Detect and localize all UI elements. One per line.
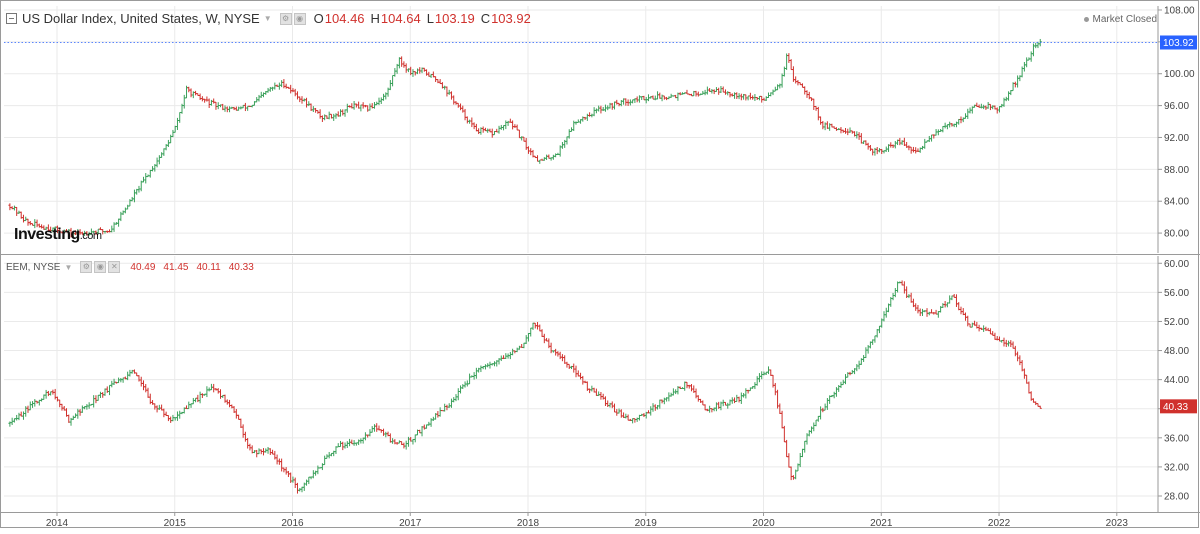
investing-logo: Investing.com [14,226,102,244]
chevron-down-icon[interactable]: ▼ [64,262,73,272]
x-tick-label: 2016 [281,518,304,529]
close-icon[interactable]: ✕ [108,261,121,273]
market-status: Market Closed [1083,14,1157,25]
high-value: 104.64 [380,11,421,26]
eem-header: EEM, NYSE ▼ ⚙ ◉ ✕ 40.49 41.45 40.11 40.3… [6,261,254,273]
dxy-price-tag [1160,35,1197,50]
dxy-bars [8,38,1042,238]
low-label: L [426,11,434,26]
x-tick-label: 2015 [164,518,187,529]
eem-bars [8,280,1042,494]
x-tick-label: 2020 [752,518,775,529]
visibility-icon[interactable]: ◉ [293,12,306,25]
eem-y-tick-label: 56.00 [1164,288,1189,299]
eem-y-tick-label: 52.00 [1164,317,1189,328]
dxy-price-tag-label: 103.92 [1163,38,1194,49]
visibility-icon[interactable]: ◉ [94,261,107,273]
dxy-header: US Dollar Index, United States, W, NYSE … [6,11,531,26]
settings-icon[interactable]: ⚙ [279,12,292,25]
close-value: 103.92 [491,11,531,26]
open-label: O [313,11,324,26]
eem-high-value: 41.45 [163,261,189,273]
logo-brand: Investing [14,226,80,243]
eem-y-tick-label: 32.00 [1164,462,1189,473]
market-status-text: Market Closed [1092,14,1157,25]
open-value: 104.46 [324,11,365,26]
eem-y-tick-label: 44.00 [1164,375,1189,386]
x-tick-label: 2019 [635,518,658,529]
eem-y-tick-label: 28.00 [1164,492,1189,503]
high-label: H [370,11,380,26]
dxy-y-tick-label: 100.00 [1164,69,1195,80]
x-tick-label: 2023 [1106,518,1129,529]
dxy-y-tick-label: 108.00 [1164,5,1195,16]
chevron-down-icon[interactable]: ▼ [263,14,272,23]
x-tick-label: 2014 [46,518,69,529]
eem-close-value: 40.33 [228,261,254,273]
logo-suffix: .com [79,230,102,242]
eem-price-tag-label: 40.33 [1163,402,1188,413]
eem-open-value: 40.49 [130,261,156,273]
status-dot-icon [1083,17,1089,22]
dxy-y-tick-label: 96.00 [1164,101,1189,112]
eem-y-tick-label: 36.00 [1164,433,1189,444]
low-value: 103.19 [434,11,475,26]
eem-low-value: 40.11 [196,261,221,273]
x-tick-label: 2018 [517,518,540,529]
dxy-y-tick-label: 80.00 [1164,229,1189,240]
eem-y-tick-label: 60.00 [1164,259,1189,270]
collapse-icon[interactable] [6,13,17,24]
x-tick-label: 2021 [870,518,893,529]
dxy-title: US Dollar Index, United States, W, NYSE [22,11,260,26]
dxy-y-tick-label: 92.00 [1164,133,1189,144]
dxy-y-tick-label: 84.00 [1164,197,1189,208]
eem-y-tick-label: 48.00 [1164,346,1189,357]
close-label: C [480,11,491,26]
eem-price-tag [1160,399,1197,414]
settings-icon[interactable]: ⚙ [80,261,93,273]
dxy-y-tick-label: 88.00 [1164,165,1189,176]
eem-title: EEM, NYSE [6,261,61,273]
x-tick-label: 2017 [399,518,422,529]
x-tick-label: 2022 [988,518,1011,529]
